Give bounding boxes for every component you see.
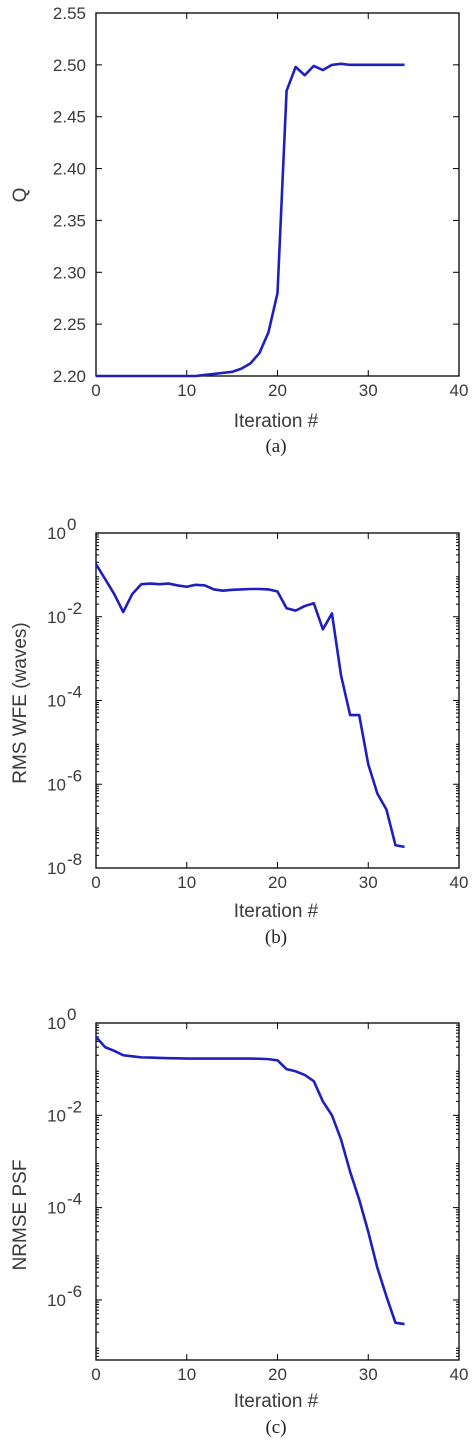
y-tick-label: 10 [47, 1106, 66, 1125]
plot-area-frame [95, 12, 460, 377]
y-tick-exponent: 0 [67, 1005, 76, 1024]
series-line [94, 563, 405, 849]
y-tick-label: 10 [47, 1014, 66, 1033]
panel-caption: (c) [265, 1417, 286, 1438]
panel-caption: (b) [265, 927, 287, 948]
y-tick-label: 2.50 [53, 56, 86, 75]
x-tick-label: 30 [359, 1365, 378, 1384]
series-line [96, 62, 405, 378]
x-tick-label: 20 [268, 381, 287, 400]
y-tick-exponent: -6 [67, 766, 82, 785]
series-line [95, 1036, 405, 1326]
x-axis-label: Iteration # [234, 411, 319, 432]
y-tick-exponent: -4 [67, 1190, 82, 1209]
y-tick-label: 10 [47, 1291, 66, 1310]
x-tick-label: 10 [177, 1365, 196, 1384]
y-tick-label: 10 [47, 775, 66, 794]
y-tick-exponent: 0 [67, 515, 76, 534]
y-tick-label: 2.30 [53, 263, 86, 282]
y-tick-exponent: -8 [67, 850, 82, 869]
y-axis-label: RMS WFE (waves) [10, 622, 31, 784]
x-tick-label: 40 [450, 381, 469, 400]
y-tick-label: 2.25 [53, 315, 86, 334]
y-tick-exponent: -4 [67, 683, 82, 702]
x-tick-label: 10 [177, 873, 196, 892]
y-tick-label: 2.55 [53, 4, 86, 23]
y-tick-label: 2.20 [53, 367, 86, 386]
x-tick-label: 30 [359, 381, 378, 400]
x-tick-label: 20 [268, 873, 287, 892]
panel-a: Q Iteration # (a) 0 10 20 30 40 2.20 2.25 2.30 2… [10, 4, 468, 457]
x-tick-label: 0 [91, 873, 100, 892]
x-tick-label: 0 [91, 1365, 100, 1384]
y-axis-label: Q [10, 188, 31, 203]
y-axis-label: NRMSE PSF [10, 1160, 31, 1271]
y-tick-label: 10 [47, 859, 66, 878]
x-tick-label: 40 [450, 873, 469, 892]
x-axis-label: Iteration # [234, 1391, 319, 1412]
y-tick-exponent: -2 [67, 599, 82, 618]
y-tick-exponent: -2 [67, 1097, 82, 1116]
panel-b: RMS WFE (waves) Iteration # (b) 0 10 20 30 4… [10, 515, 468, 948]
y-tick-label: 2.40 [53, 160, 86, 179]
x-tick-label: 10 [177, 381, 196, 400]
x-tick-label: 30 [359, 873, 378, 892]
x-axis-label: Iteration # [234, 901, 319, 922]
panel-caption: (a) [265, 436, 286, 457]
x-tick-label: 40 [450, 1365, 469, 1384]
y-tick-label: 2.35 [53, 211, 86, 230]
plot-area-frame [95, 1022, 460, 1361]
y-tick-label: 10 [47, 608, 66, 627]
y-tick-label: 10 [47, 524, 66, 543]
x-tick-label: 20 [268, 1365, 287, 1384]
y-tick-label: 10 [47, 1199, 66, 1218]
x-tick-label: 0 [91, 381, 100, 400]
y-tick-label: 10 [47, 692, 66, 711]
y-tick-exponent: -6 [67, 1282, 82, 1301]
y-tick-label: 2.45 [53, 108, 86, 127]
